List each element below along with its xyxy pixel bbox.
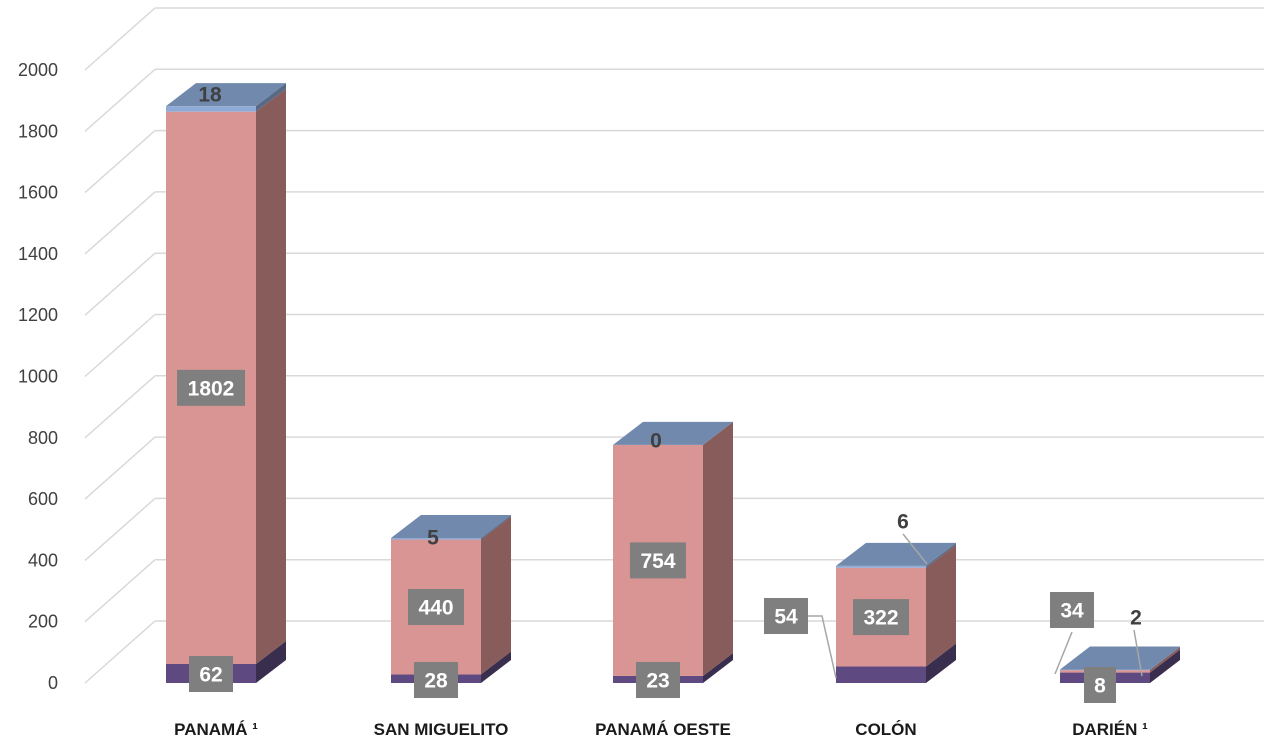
bars	[166, 83, 1180, 683]
x-category-label: SAN MIGUELITO	[374, 720, 509, 739]
bar-side-segment	[1150, 649, 1180, 683]
bar-top-face	[166, 83, 286, 107]
data-label: 322	[863, 607, 898, 630]
bar-side-segment	[703, 652, 733, 683]
bar-side-segment	[256, 88, 286, 664]
y-tick-label: 600	[28, 489, 58, 509]
data-label: 28	[424, 670, 448, 693]
bar-top-face	[613, 421, 733, 445]
data-label: 62	[199, 664, 222, 687]
bar-side-segment	[481, 515, 511, 540]
data-label-box	[853, 599, 909, 636]
bar-side-segment	[256, 83, 286, 112]
bar-side-segment	[703, 421, 733, 676]
gridline-diagonal	[84, 191, 156, 255]
bar-segment	[391, 538, 481, 540]
y-tick-label: 1800	[18, 121, 58, 141]
data-label: 34	[1060, 600, 1084, 623]
data-label-box	[189, 656, 233, 692]
gridline-diagonal	[84, 313, 156, 378]
data-label-box	[408, 588, 464, 625]
gridline-diagonal	[84, 559, 156, 623]
bar-side-segment	[926, 542, 956, 568]
gridline-diagonal	[84, 497, 156, 561]
y-tick-label: 2000	[18, 60, 58, 80]
y-tick-label: 200	[28, 612, 58, 632]
data-label: 54	[774, 606, 798, 629]
bar-top-face	[1060, 646, 1180, 670]
bar-side-segment	[926, 643, 956, 683]
data-label-box	[1084, 667, 1116, 703]
gridline-diagonal	[84, 252, 156, 316]
data-labels: 62 1802 18 28 440 5 23 754 0 54 322 6 34 8 2	[177, 84, 1143, 703]
data-label: 754	[640, 550, 675, 573]
leader-line	[808, 615, 837, 679]
leader-line	[902, 533, 928, 565]
bar-segment	[166, 106, 256, 112]
data-label: 8	[1094, 675, 1106, 698]
y-tick-label: 1400	[18, 244, 58, 264]
bar-side-segment	[926, 544, 956, 667]
y-tick-label: 0	[48, 673, 58, 693]
bar-top-face	[391, 515, 511, 539]
y-tick-label: 400	[28, 550, 58, 570]
bar-segment	[836, 565, 926, 568]
data-label-box	[414, 662, 458, 698]
data-label-box	[630, 542, 686, 579]
gridline-diagonal	[84, 7, 156, 71]
x-category-label: COLÓN	[855, 720, 916, 739]
data-label: 23	[646, 670, 669, 693]
data-label: 0	[650, 430, 662, 453]
gridline-diagonal	[84, 130, 156, 194]
y-tick-label: 1000	[18, 367, 58, 387]
leader-line	[1054, 631, 1073, 675]
bar-side-segment	[1150, 646, 1180, 671]
data-label: 2	[1130, 607, 1142, 630]
leader-line	[1133, 629, 1143, 677]
gridline-diagonal	[84, 375, 156, 439]
data-label-box	[764, 598, 808, 634]
x-axis: PANAMÁ ¹ SAN MIGUELITO PANAMÁ OESTE COLÓN DA…	[174, 720, 1148, 739]
data-label: 5	[427, 527, 439, 550]
bar-side-segment	[256, 640, 286, 683]
x-category-label: PANAMÁ ¹	[174, 720, 258, 739]
data-label-box	[177, 369, 245, 406]
data-label: 18	[198, 84, 222, 107]
bar-side-segment	[481, 651, 511, 683]
data-label-box	[636, 662, 680, 698]
gridline-diagonal	[84, 436, 156, 500]
data-label: 440	[418, 596, 453, 619]
bar-top-face	[836, 542, 956, 566]
gridline-diagonal	[84, 68, 156, 132]
data-label-box	[1050, 592, 1094, 628]
bar-side-segment	[481, 516, 511, 675]
data-label: 1802	[188, 377, 235, 400]
gridline-diagonal	[84, 620, 156, 684]
bar-side-segment	[1150, 647, 1180, 673]
y-axis: 0 200 400 600 800 1000 1200 1400 1600 1800 2000	[18, 60, 58, 693]
y-tick-label: 800	[28, 428, 58, 448]
bar-segment	[836, 666, 926, 683]
y-tick-label: 1600	[18, 183, 58, 203]
x-category-label: PANAMÁ OESTE	[595, 720, 731, 739]
x-category-label: DARIÉN ¹	[1072, 720, 1148, 739]
y-tick-label: 1200	[18, 305, 58, 325]
data-label: 6	[897, 511, 909, 534]
